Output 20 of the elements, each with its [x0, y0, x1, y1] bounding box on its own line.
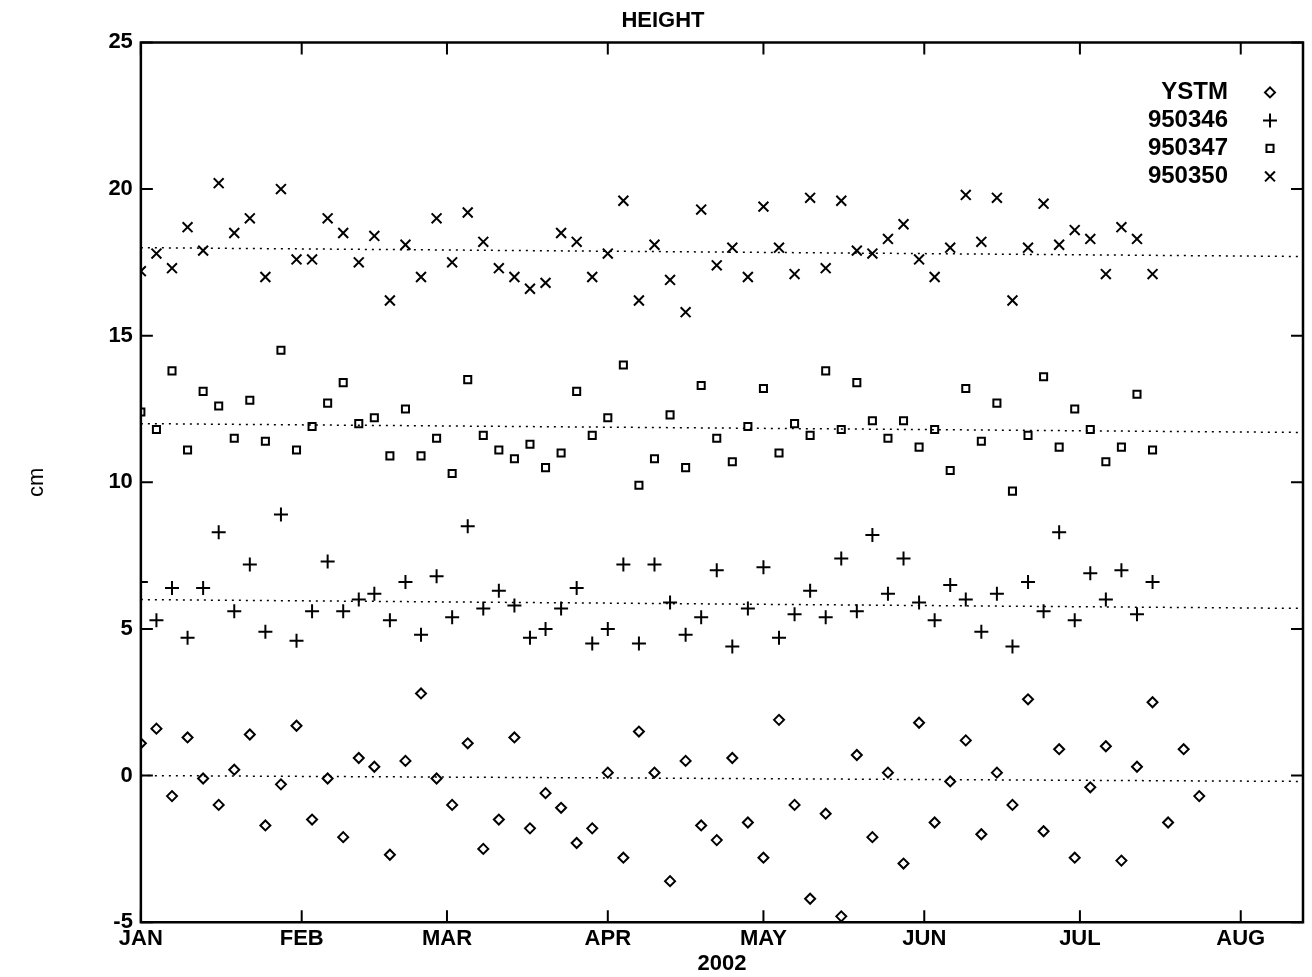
y-tick-label: 0 [120, 761, 133, 787]
x-tick-label: MAR [421, 925, 473, 951]
x-tick-label: APR [584, 925, 632, 951]
legend-label: YSTM [1161, 77, 1228, 105]
y-axis-title: cm [23, 467, 49, 497]
x-tick-label: JUL [1059, 925, 1101, 951]
legend-label: 950350 [1147, 161, 1228, 189]
x-tick-label: FEB [279, 925, 324, 951]
y-tick-label: 5 [120, 615, 133, 640]
chart-title: HEIGHT [621, 7, 706, 33]
x-tick-label: AUG [1216, 925, 1266, 951]
x-tick-label: JUN [902, 925, 947, 951]
y-tick-label: 15 [108, 321, 133, 347]
y-tick-label: 25 [108, 28, 133, 54]
y-tick-label: 10 [108, 468, 133, 494]
x-axis-title: 2002 [697, 949, 747, 975]
y-tick-label: 20 [108, 175, 133, 201]
legend-label: 950347 [1147, 133, 1228, 161]
legend-label: 950346 [1147, 105, 1228, 133]
x-tick-label: MAY [740, 925, 788, 951]
